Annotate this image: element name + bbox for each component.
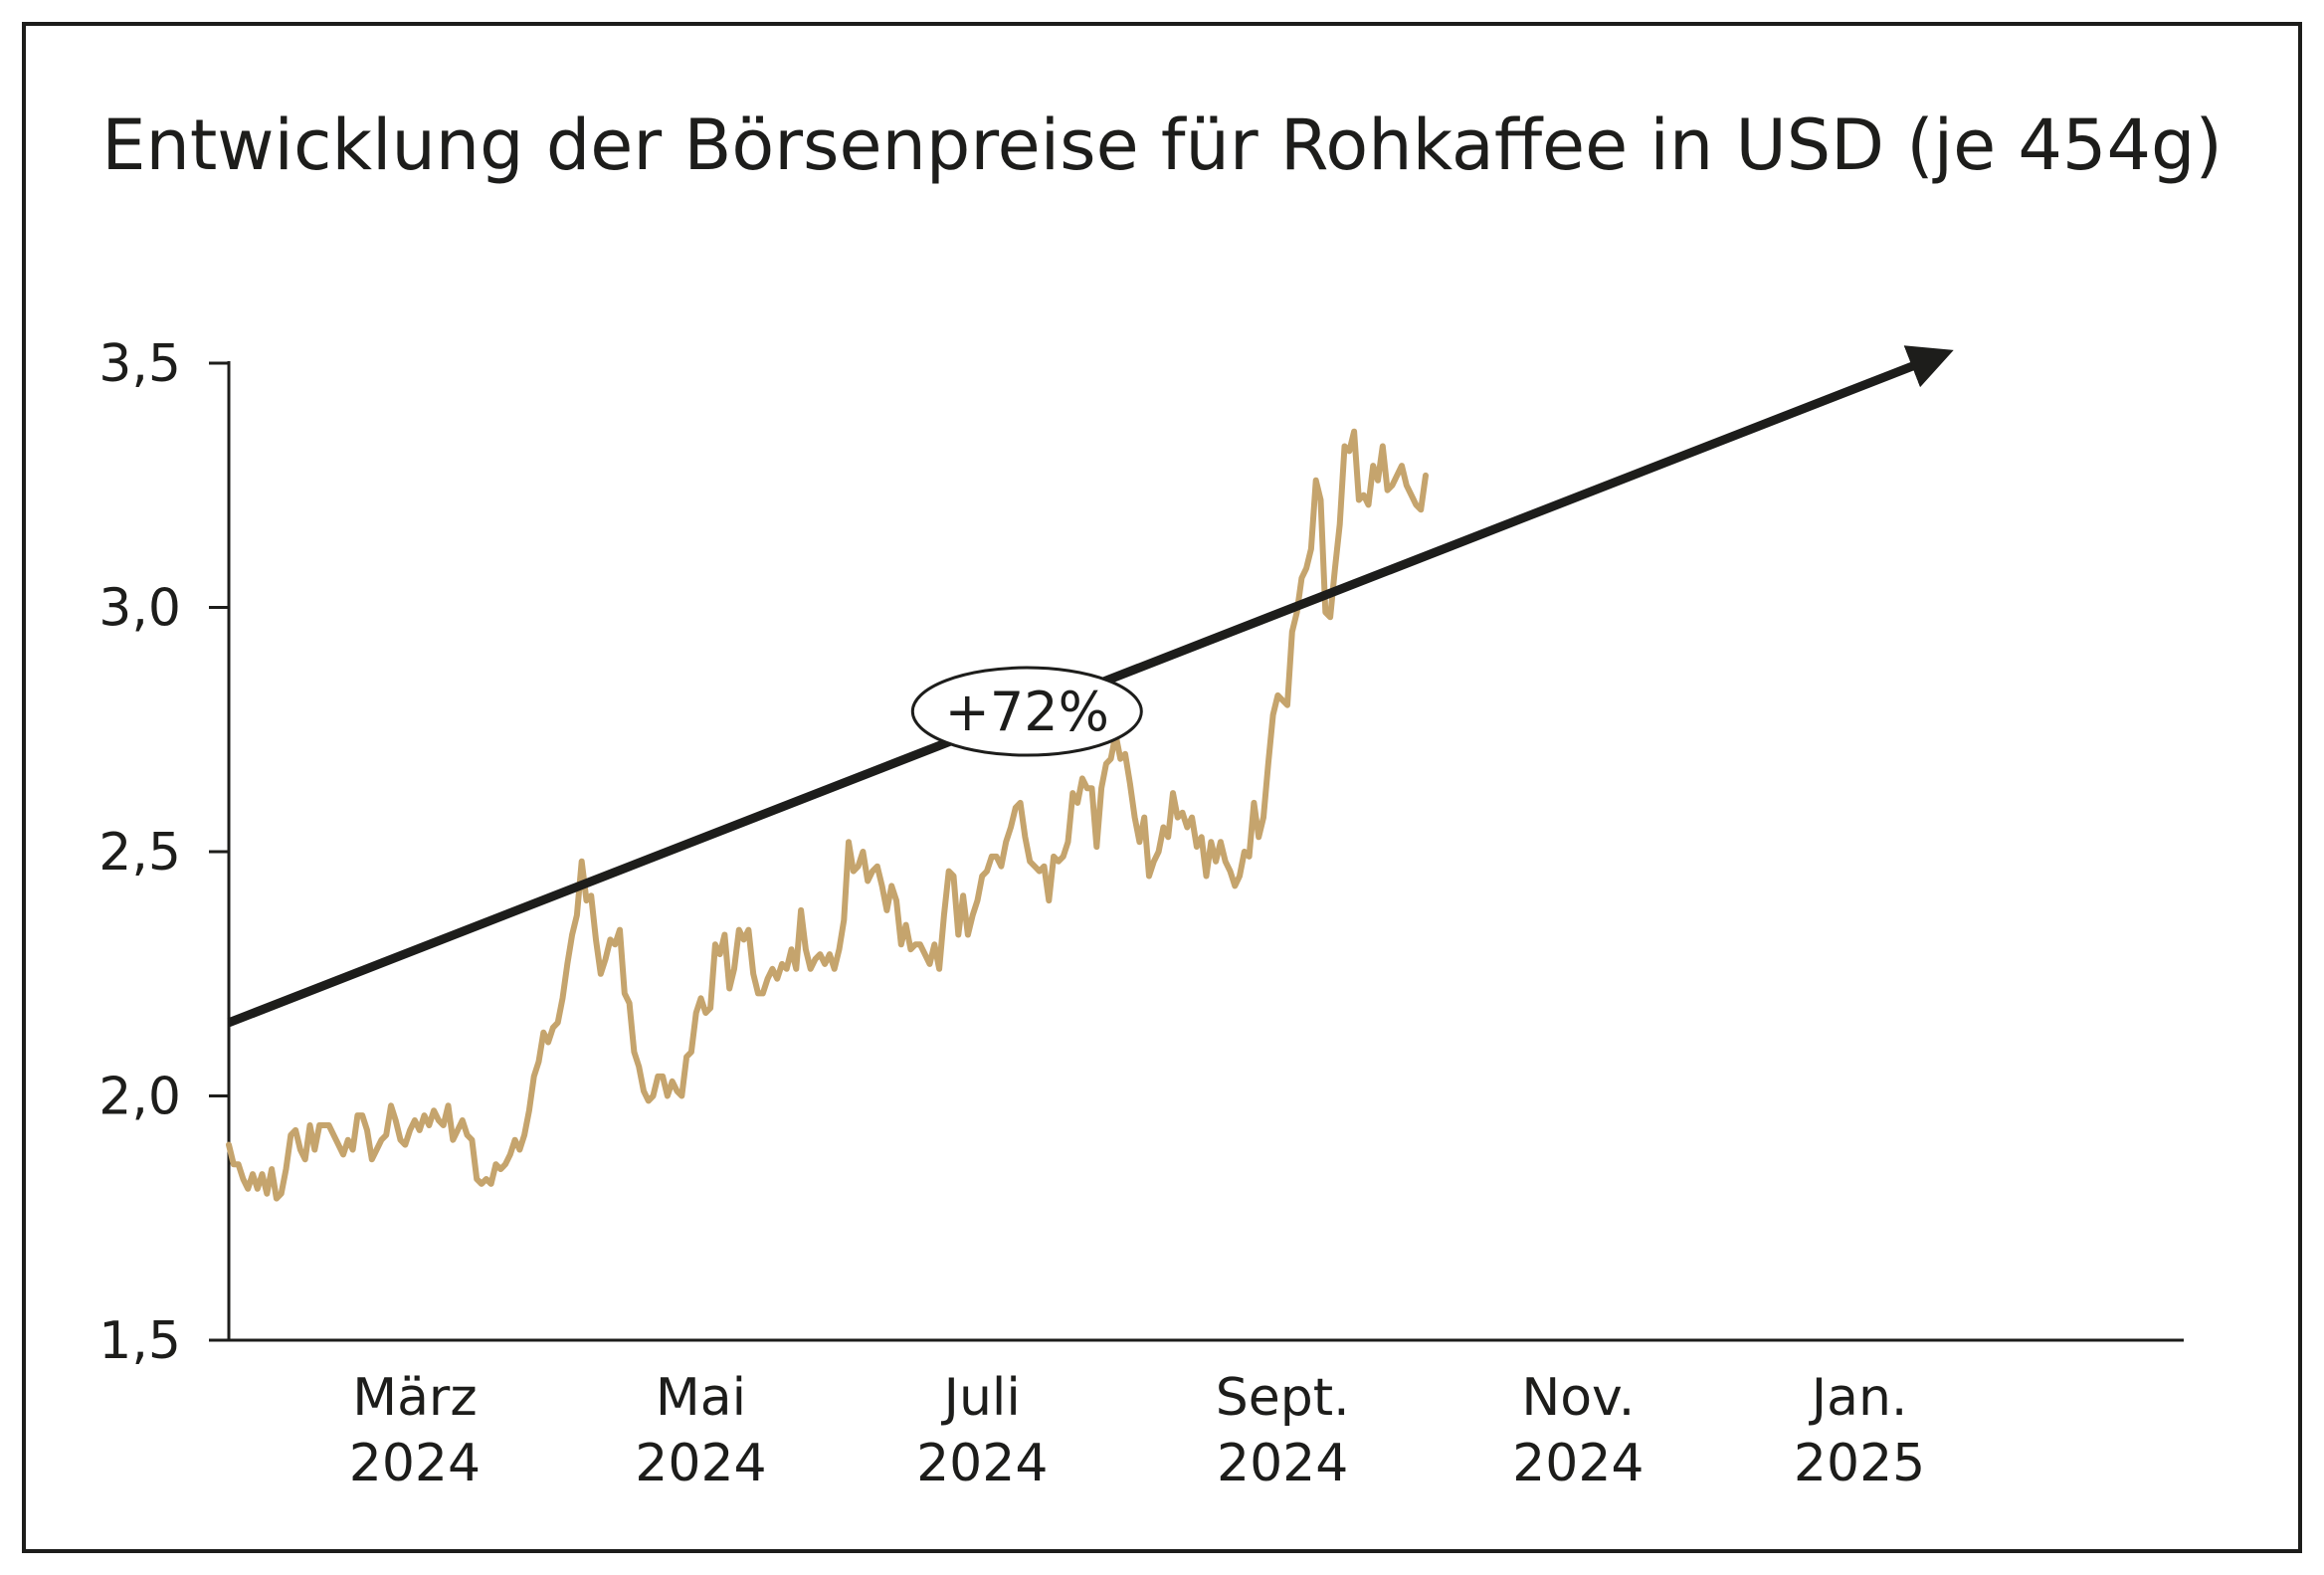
x-tick-year: 2024 [1217,1434,1348,1493]
x-tick-year: 2024 [1512,1434,1644,1493]
chart-frame [22,22,2302,1553]
x-tick-month: Nov. [1521,1368,1635,1428]
chart-title: Entwicklung der Börsenpreise für Rohkaff… [101,104,2223,186]
y-tick-label: 2,0 [98,1068,181,1127]
x-tick-month: Juli [941,1368,1021,1428]
x-tick-year: 2024 [349,1434,481,1493]
x-tick-month: Mai [656,1368,746,1428]
x-tick-month: März [352,1368,477,1428]
y-tick-label: 3,0 [98,579,181,639]
x-tick-month: Sept. [1216,1368,1350,1428]
price-line [226,428,1429,1202]
annotation-bubble [910,666,1143,757]
annotation-label: +72% [945,681,1109,743]
x-tick-month: Jan. [1809,1368,1908,1428]
x-tick-year: 2025 [1794,1434,1925,1493]
y-tick-label: 3,5 [98,334,181,394]
x-tick-year: 2024 [635,1434,766,1493]
y-tick-label: 1,5 [98,1311,181,1371]
x-tick-year: 2024 [916,1434,1048,1493]
y-tick-label: 2,5 [98,823,181,883]
